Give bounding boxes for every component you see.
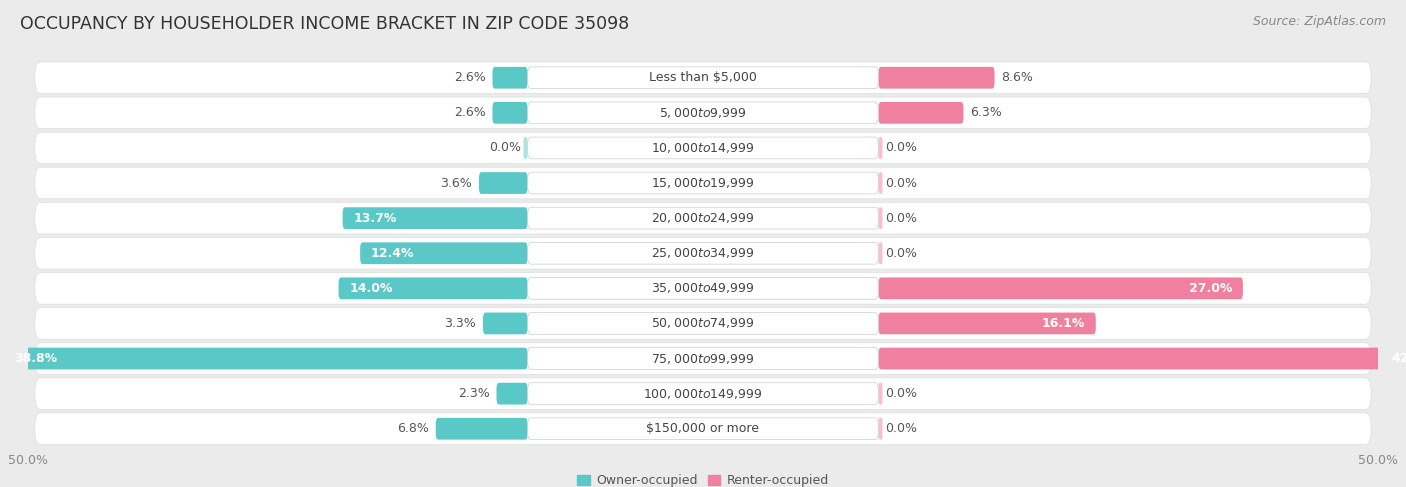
FancyBboxPatch shape [35,238,1371,269]
FancyBboxPatch shape [527,348,879,370]
Text: 0.0%: 0.0% [886,387,917,400]
FancyBboxPatch shape [527,67,879,89]
Text: 0.0%: 0.0% [886,247,917,260]
FancyBboxPatch shape [339,278,527,299]
FancyBboxPatch shape [527,243,879,264]
Text: $150,000 or more: $150,000 or more [647,422,759,435]
Text: Source: ZipAtlas.com: Source: ZipAtlas.com [1253,15,1386,28]
Text: 3.6%: 3.6% [440,177,472,189]
FancyBboxPatch shape [879,243,883,264]
FancyBboxPatch shape [35,202,1371,234]
FancyBboxPatch shape [35,97,1371,129]
FancyBboxPatch shape [527,172,879,194]
Text: 2.6%: 2.6% [454,106,485,119]
FancyBboxPatch shape [35,308,1371,339]
FancyBboxPatch shape [879,418,883,440]
Text: $10,000 to $14,999: $10,000 to $14,999 [651,141,755,155]
Text: 6.8%: 6.8% [396,422,429,435]
FancyBboxPatch shape [360,243,527,264]
Text: 3.3%: 3.3% [444,317,477,330]
Text: 0.0%: 0.0% [886,141,917,154]
Legend: Owner-occupied, Renter-occupied: Owner-occupied, Renter-occupied [572,469,834,487]
Text: 42.0%: 42.0% [1391,352,1406,365]
Text: 38.8%: 38.8% [14,352,58,365]
FancyBboxPatch shape [35,413,1371,445]
FancyBboxPatch shape [35,273,1371,304]
FancyBboxPatch shape [527,207,879,229]
Text: 0.0%: 0.0% [886,212,917,225]
Text: $15,000 to $19,999: $15,000 to $19,999 [651,176,755,190]
Text: 27.0%: 27.0% [1188,282,1232,295]
FancyBboxPatch shape [343,207,527,229]
FancyBboxPatch shape [479,172,527,194]
FancyBboxPatch shape [879,67,994,89]
FancyBboxPatch shape [879,348,1406,370]
FancyBboxPatch shape [484,313,527,334]
FancyBboxPatch shape [879,207,883,229]
Text: 0.0%: 0.0% [886,177,917,189]
FancyBboxPatch shape [35,132,1371,164]
FancyBboxPatch shape [527,383,879,405]
FancyBboxPatch shape [523,137,527,159]
Text: 6.3%: 6.3% [970,106,1002,119]
FancyBboxPatch shape [496,383,527,405]
FancyBboxPatch shape [527,137,879,159]
FancyBboxPatch shape [35,343,1371,375]
FancyBboxPatch shape [527,278,879,299]
Text: 2.3%: 2.3% [458,387,489,400]
Text: 12.4%: 12.4% [371,247,415,260]
Text: OCCUPANCY BY HOUSEHOLDER INCOME BRACKET IN ZIP CODE 35098: OCCUPANCY BY HOUSEHOLDER INCOME BRACKET … [20,15,628,33]
FancyBboxPatch shape [35,167,1371,199]
FancyBboxPatch shape [35,62,1371,94]
FancyBboxPatch shape [492,102,527,124]
Text: 0.0%: 0.0% [489,141,520,154]
FancyBboxPatch shape [879,102,963,124]
Text: 14.0%: 14.0% [349,282,392,295]
Text: 0.0%: 0.0% [886,422,917,435]
FancyBboxPatch shape [527,313,879,334]
Text: 2.6%: 2.6% [454,71,485,84]
FancyBboxPatch shape [879,137,883,159]
FancyBboxPatch shape [879,313,1095,334]
Text: $5,000 to $9,999: $5,000 to $9,999 [659,106,747,120]
FancyBboxPatch shape [879,278,1243,299]
FancyBboxPatch shape [35,378,1371,410]
FancyBboxPatch shape [492,67,527,89]
FancyBboxPatch shape [527,418,879,440]
Text: $50,000 to $74,999: $50,000 to $74,999 [651,317,755,331]
Text: 16.1%: 16.1% [1042,317,1085,330]
FancyBboxPatch shape [879,383,883,405]
Text: $25,000 to $34,999: $25,000 to $34,999 [651,246,755,260]
Text: $20,000 to $24,999: $20,000 to $24,999 [651,211,755,225]
FancyBboxPatch shape [436,418,527,440]
Text: $75,000 to $99,999: $75,000 to $99,999 [651,352,755,366]
FancyBboxPatch shape [527,102,879,124]
FancyBboxPatch shape [4,348,527,370]
Text: 8.6%: 8.6% [1001,71,1033,84]
Text: 13.7%: 13.7% [353,212,396,225]
Text: $35,000 to $49,999: $35,000 to $49,999 [651,281,755,295]
Text: Less than $5,000: Less than $5,000 [650,71,756,84]
FancyBboxPatch shape [879,172,883,194]
Text: $100,000 to $149,999: $100,000 to $149,999 [644,387,762,401]
